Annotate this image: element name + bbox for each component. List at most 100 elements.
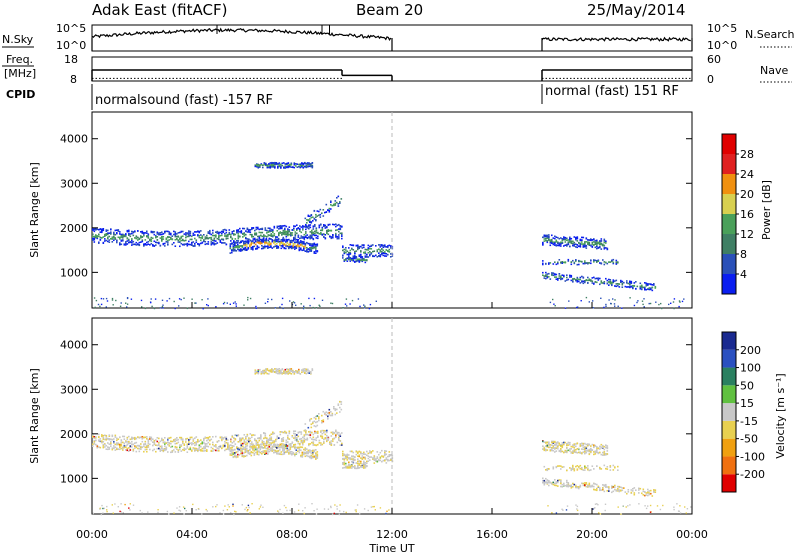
data-cell-221 (149, 239, 151, 241)
data-cell-1714 (387, 458, 389, 461)
data-cell-205 (144, 243, 147, 245)
data-cell-2384 (679, 512, 682, 514)
data-cell-594 (242, 437, 244, 440)
data-cell-1176 (282, 448, 284, 450)
data-cell-84 (111, 439, 114, 441)
data-cell-2330 (615, 261, 618, 264)
data-cell-2395 (100, 297, 103, 300)
data-cell-514 (228, 231, 231, 234)
data-cell-13 (95, 443, 97, 446)
data-cell-994 (243, 242, 245, 245)
data-cell-1375 (271, 370, 273, 373)
data-cell-996 (240, 447, 242, 450)
data-cell-277 (164, 230, 166, 233)
data-cell-1100 (264, 446, 266, 449)
data-cell-1868 (558, 450, 561, 453)
data-cell-1037 (253, 245, 256, 248)
data-cell-2166 (615, 279, 618, 282)
data-cell-758 (288, 432, 291, 435)
data-cell-424 (204, 236, 207, 238)
data-cell-1604 (352, 459, 355, 462)
data-cell-1193 (289, 241, 292, 244)
data-cell-509 (221, 447, 223, 449)
data-cell-86 (114, 237, 117, 239)
data-cell-151 (128, 441, 130, 443)
data-cell-1434 (295, 163, 297, 165)
data-cell-2160 (612, 281, 615, 284)
data-cell-259 (159, 245, 162, 247)
data-cell-1519 (318, 214, 320, 217)
data-cell-2142 (605, 277, 607, 280)
data-cell-551 (239, 235, 241, 238)
data-cell-2118 (570, 484, 573, 486)
data-cell-347 (179, 448, 181, 451)
data-cell-1327 (256, 372, 258, 374)
data-cell-959 (234, 243, 236, 245)
data-cell-716 (284, 227, 286, 230)
data-cell-1403 (283, 167, 285, 169)
data-cell-1000 (241, 455, 244, 457)
data-cell-2479 (564, 307, 567, 309)
data-cell-2001 (599, 245, 601, 248)
data-cell-516 (230, 235, 232, 238)
data-cell-406 (200, 239, 202, 242)
data-cell-321 (171, 440, 174, 443)
data-cell-2129 (596, 277, 598, 280)
data-cell-1536 (330, 208, 332, 210)
data-cell-72 (110, 232, 112, 235)
data-cell-370 (185, 441, 187, 443)
data-cell-138 (128, 238, 130, 241)
data-cell-1299 (313, 244, 316, 246)
data-cell-1497 (310, 372, 312, 375)
data-cell-2117 (590, 279, 592, 281)
data-cell-748 (285, 444, 288, 446)
data-cell-442 (203, 439, 205, 441)
data-cell-840 (311, 441, 313, 444)
data-cell-804 (300, 441, 303, 444)
data-cell-600 (252, 235, 255, 238)
data-cell-815 (303, 435, 306, 438)
data-cell-423 (204, 238, 207, 240)
data-cell-496 (224, 228, 226, 231)
data-cell-2236 (633, 487, 636, 489)
data-cell-2224 (645, 288, 648, 291)
data-cell-926 (333, 432, 336, 435)
data-cell-1480 (311, 164, 314, 167)
data-cell-483 (213, 445, 216, 447)
data-cell-1461 (305, 164, 308, 167)
data-cell-1529 (321, 414, 323, 417)
data-cell-2424 (577, 306, 579, 308)
data-cell-228 (147, 442, 150, 445)
data-cell-247 (152, 441, 154, 443)
data-cell-730 (281, 438, 283, 440)
data-cell-225 (146, 446, 148, 448)
data-cell-652 (258, 439, 261, 442)
data-cell-1521 (319, 208, 322, 211)
data-cell-1932 (575, 445, 577, 448)
data-cell-2274 (572, 259, 574, 262)
data-cell-253 (158, 232, 160, 234)
data-cell-2288 (569, 467, 571, 469)
data-cell-833 (314, 224, 316, 226)
data-cell-235 (149, 448, 151, 451)
data-cell-1589 (348, 457, 350, 460)
data-cell-2197 (630, 281, 633, 284)
data-cell-738 (290, 232, 292, 234)
data-cell-752 (293, 225, 295, 227)
data-cell-1794 (366, 462, 368, 464)
data-cell-2452 (255, 307, 257, 309)
data-cell-1323 (254, 370, 257, 373)
data-cell-899 (332, 235, 334, 237)
data-cell-2347 (168, 513, 170, 515)
data-cell-667 (261, 441, 264, 443)
data-cell-1516 (313, 420, 316, 423)
data-cell-1437 (296, 163, 299, 165)
data-cell-1935 (582, 243, 585, 245)
data-cell-268 (158, 447, 160, 450)
data-cell-145 (129, 235, 132, 238)
data-cell-543 (237, 236, 240, 238)
data-cell-906 (335, 236, 337, 238)
data-cell-590 (251, 236, 253, 238)
data-cell-434 (201, 447, 204, 450)
data-cell-670 (272, 229, 274, 231)
